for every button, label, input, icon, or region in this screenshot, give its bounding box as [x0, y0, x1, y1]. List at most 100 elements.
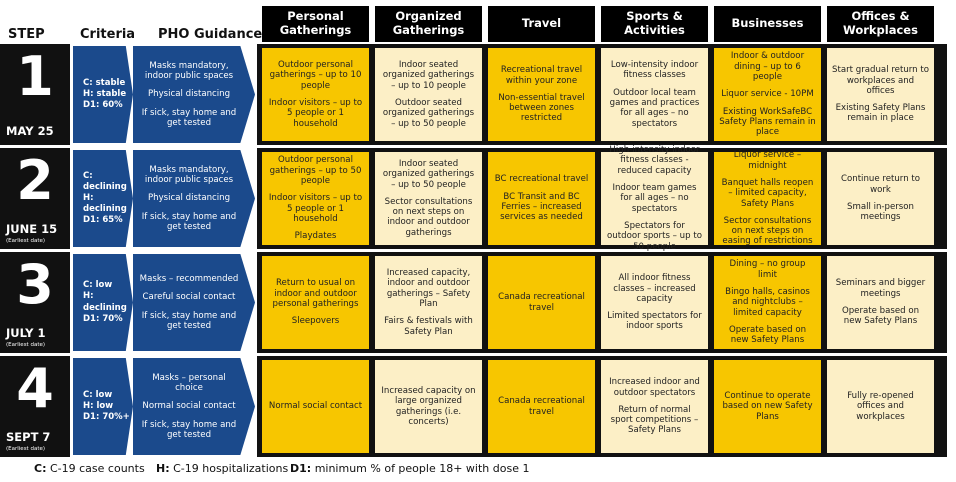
guideline-item: Dining – no group limit [729, 259, 806, 280]
guideline-item: Banquet halls reopen – limited capacity,… [721, 177, 814, 209]
guideline-cell: Canada recreational travel [488, 360, 595, 453]
guideline-item: Continue to operate based on new Safety … [722, 391, 813, 422]
guideline-item: Sector consultations on next steps on in… [384, 196, 473, 238]
legend-text: minimum % of people 18+ with dose 1 [314, 462, 530, 475]
guideline-cell: Start gradual return to workplaces and o… [827, 48, 934, 141]
guideline-cell: High-intensity indoor fitness classes - … [601, 145, 708, 252]
step-box: 2 JUNE 15 (Earliest date) [0, 148, 70, 249]
guideline-cell: Indoor seated organized gatherings – up … [375, 152, 482, 245]
guideline-item: Outdoor personal gatherings – up to 50 p… [269, 155, 362, 187]
legend-item: C: C-19 case counts [34, 462, 145, 475]
guideline-item: High-intensity indoor fitness classes - … [609, 145, 700, 176]
guidance-heading: PHO Guidance [158, 27, 263, 42]
guideline-cell: Seminars and bigger meetings Operate base… [827, 256, 934, 349]
step-date: JULY 1 [6, 326, 46, 340]
criteria-item: H: declining [83, 192, 127, 215]
criteria-item: D1: 60% [83, 100, 123, 111]
criteria-item: C: stable [83, 77, 126, 88]
guideline-item: Non-essential travel between zones restr… [498, 92, 585, 124]
guideline-item: Sector consultations on next steps on ea… [722, 215, 813, 247]
guideline-item: All indoor fitness classes – increased c… [613, 273, 696, 304]
criteria-arrow: C: stable H: stable D1: 60% [73, 46, 133, 143]
guidance-arrow: Masks mandatory, indoor public spaces Phy… [133, 150, 255, 247]
step-date: MAY 25 [6, 124, 54, 138]
guideline-item: Return of normal sport competitions – Sa… [610, 404, 699, 436]
guidance-item: Masks mandatory, indoor public spaces [144, 164, 234, 186]
criteria-item: D1: 70%+ [83, 412, 130, 423]
guideline-item: BC Transit and BC Ferries – increased se… [500, 191, 583, 223]
criteria-heading: Criteria [80, 27, 136, 42]
guideline-cell: Low-intensity indoor fitness classes Outd… [601, 48, 708, 141]
step-box: 3 JULY 1 (Earliest date) [0, 252, 70, 353]
guideline-cell: Increased indoor and outdoor spectators R… [601, 360, 708, 453]
guideline-item: Sleepovers [291, 316, 340, 327]
column-heading: Sports & Activities [601, 6, 708, 42]
guideline-cell: Indoor seated organized gatherings – up … [375, 48, 482, 141]
step-number: 4 [16, 357, 54, 420]
criteria-item: D1: 65% [83, 215, 123, 226]
guidance-arrow: Masks – recommended Careful social contac… [133, 254, 255, 351]
legend-text: C-19 hospitalizations [173, 462, 289, 475]
guideline-item: Spectators for outdoor sports – up to 50… [607, 220, 702, 252]
criteria-arrow: C: low H: declining D1: 70% [73, 254, 133, 351]
guideline-item: Indoor seated organized gatherings – up … [382, 60, 475, 91]
guideline-cell: Increased capacity on large organized ga… [375, 360, 482, 453]
guidance-arrow: Masks mandatory, indoor public spaces Phy… [133, 46, 255, 143]
guideline-item: Fairs & festivals with Safety Plan [384, 316, 473, 337]
guideline-item: Bingo halls, casinos and nightclubs – li… [725, 287, 810, 318]
guideline-item: Existing Safety Plans remain in place [835, 103, 926, 124]
guideline-item: Outdoor seated organized gatherings – up… [382, 98, 475, 129]
guideline-cell: Indoor & outdoor dining – up to 6 people… [714, 48, 821, 141]
guideline-item: Seminars and bigger meetings [835, 278, 926, 299]
column-heading: Personal Gatherings [262, 6, 369, 42]
guideline-item: Canada recreational travel [498, 292, 585, 313]
guideline-item: Playdates [294, 231, 337, 242]
guideline-item: Indoor team games for all ages – no spec… [612, 183, 697, 214]
guideline-item: Start gradual return to workplaces and o… [832, 65, 929, 96]
guideline-item: Indoor seated organized gatherings – up … [382, 158, 475, 190]
guideline-cell: Return to usual on indoor and outdoor pe… [262, 256, 369, 349]
guideline-cell: All indoor fitness classes – increased c… [601, 256, 708, 349]
column-heading: Offices & Workplaces [827, 6, 934, 42]
guidance-arrow: Masks – personal choice Normal social con… [133, 358, 255, 455]
guideline-cell: Continue return to work Small in-person m… [827, 152, 934, 245]
step-heading: STEP [8, 27, 45, 42]
guideline-cell: Dining – no group limit Bingo halls, casi… [714, 256, 821, 349]
criteria-item: D1: 70% [83, 313, 123, 324]
step-note: (Earliest date) [6, 342, 46, 348]
guideline-cell: Recreational travel within your zone Non-… [488, 48, 595, 141]
guideline-item: Liquor service - 10PM [721, 89, 814, 100]
legend-text: C-19 case counts [49, 462, 145, 475]
guidance-item: Masks – personal choice [152, 372, 226, 394]
criteria-arrow: C: declining H: declining D1: 65% [73, 150, 133, 247]
guideline-item: Canada recreational travel [498, 396, 585, 417]
guideline-cell: BC recreational travel BC Transit and BC … [488, 152, 595, 245]
criteria-item: C: low [83, 389, 113, 400]
step-box: 1 MAY 25 [0, 44, 70, 145]
guidance-item: Physical distancing [147, 89, 231, 100]
guideline-item: Small in-person meetings [847, 202, 914, 223]
step-number: 1 [16, 45, 54, 108]
guideline-cell: Liquor service – midnight Banquet halls r… [714, 150, 821, 247]
guideline-item: Return to usual on indoor and outdoor pe… [272, 278, 359, 309]
guidance-item: If sick, stay home and get tested [141, 211, 237, 232]
legend-key: C: [34, 462, 47, 475]
guidance-item: If sick, stay home and get tested [141, 310, 237, 331]
guideline-item: Increased indoor and outdoor spectators [609, 377, 700, 398]
guideline-cell: Outdoor personal gatherings – up to 50 p… [262, 152, 369, 245]
column-heading: Travel [488, 6, 595, 42]
guidance-item: Normal social contact [142, 401, 236, 412]
legend-key: H: [156, 462, 170, 475]
guideline-item: Indoor & outdoor dining – up to 6 people [730, 51, 805, 83]
guideline-item: Normal social contact [268, 401, 363, 412]
guidance-item: If sick, stay home and get tested [141, 107, 237, 128]
criteria-item: C: declining [83, 170, 127, 192]
criteria-item: H: low [83, 400, 114, 411]
step-date: JUNE 15 [6, 222, 58, 236]
guideline-cell: Normal social contact [262, 360, 369, 453]
guidance-item: Masks – recommended [139, 273, 239, 284]
criteria-arrow: C: low H: low D1: 70%+ [73, 358, 133, 455]
guideline-item: Fully re-opened offices and workplaces [847, 391, 914, 422]
guideline-item: Low-intensity indoor fitness classes [610, 60, 699, 81]
